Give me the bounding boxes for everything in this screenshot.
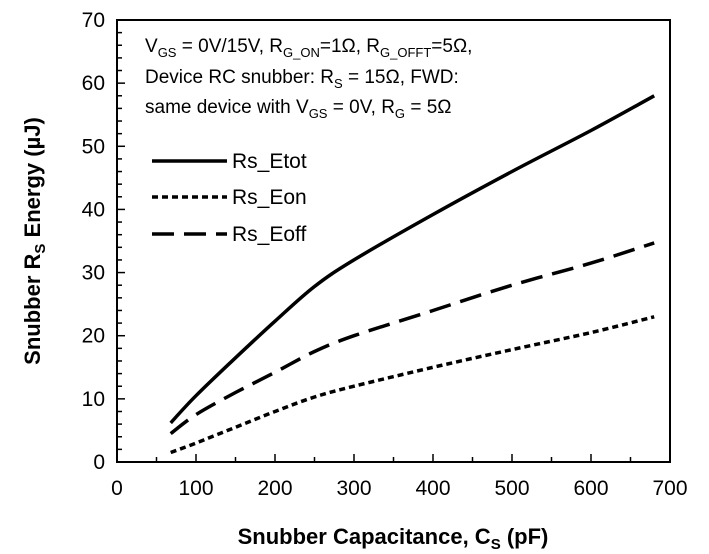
- annotation-note: VGS = 0V/15V, RG_ON=1Ω, RG_OFFT=5Ω, Devic…: [145, 36, 472, 121]
- series-line-Rs_Etot: [169, 94, 656, 425]
- note-text: Device RC snubber: R: [145, 67, 334, 88]
- y-tick-label: 40: [82, 198, 105, 221]
- ticks: [116, 19, 671, 463]
- series-layer: [169, 94, 656, 455]
- plot-frame: [116, 19, 671, 463]
- y-tick-label: 0: [93, 451, 105, 474]
- y-tick-label: 20: [82, 325, 105, 348]
- note-text: = 15Ω, FWD:: [343, 67, 459, 88]
- legend: Rs_Etot Rs_Eon Rs_Eoff: [152, 150, 307, 246]
- y-tick-label: 60: [82, 72, 105, 95]
- axis-title-text: (pF): [501, 524, 549, 549]
- note-text: = 5Ω: [405, 97, 451, 118]
- legend-label: Rs_Etot: [232, 150, 307, 173]
- axis-title-sub: S: [32, 244, 49, 254]
- x-axis-title: Snubber Capacitance, CS (pF): [238, 524, 549, 553]
- note-text: = 0V, R: [327, 97, 394, 118]
- x-tick-label: 600: [573, 477, 608, 500]
- legend-label: Rs_Eon: [232, 186, 307, 209]
- x-tick-label: 700: [652, 477, 687, 500]
- axis-title-text: Snubber R: [20, 253, 45, 364]
- note-text: =1Ω, R: [320, 36, 380, 57]
- x-tick-label: 0: [111, 477, 123, 500]
- axis-title-text: Energy (µJ): [20, 117, 45, 243]
- x-tick-label: 500: [494, 477, 529, 500]
- note-text: same device with V: [145, 97, 309, 118]
- axis-title-text: Snubber Capacitance, C: [238, 524, 491, 549]
- x-tick-label: 300: [336, 477, 371, 500]
- legend-label: Rs_Eoff: [232, 223, 306, 246]
- axis-title-sub: S: [491, 536, 501, 553]
- note-text: GS: [158, 45, 177, 60]
- x-tick-label: 400: [415, 477, 450, 500]
- y-axis-title: Snubber RS Energy (µJ): [20, 117, 49, 365]
- y-tick-label: 50: [82, 135, 105, 158]
- note-text: G_ON: [283, 45, 320, 60]
- note-text: G_OFFT: [380, 45, 431, 60]
- note-text: =5Ω,: [431, 36, 472, 57]
- note-text: V: [145, 36, 158, 57]
- note-text: S: [334, 76, 343, 91]
- series-line-Rs_Eon: [170, 315, 655, 455]
- series-line-Rs_Eoff: [169, 241, 655, 435]
- note-text: = 0V/15V, R: [176, 36, 283, 57]
- x-tick-label: 100: [178, 477, 213, 500]
- note-text: GS: [309, 106, 328, 121]
- x-tick-label: 200: [257, 477, 292, 500]
- y-tick-label: 70: [82, 9, 105, 32]
- note-text: G: [395, 106, 405, 121]
- y-tick-label: 10: [82, 388, 105, 411]
- tick-labels: 0 100 200 300 400 500 600 700 0 10 20 30 40 50 60 70: [82, 9, 688, 500]
- y-tick-label: 30: [82, 262, 105, 285]
